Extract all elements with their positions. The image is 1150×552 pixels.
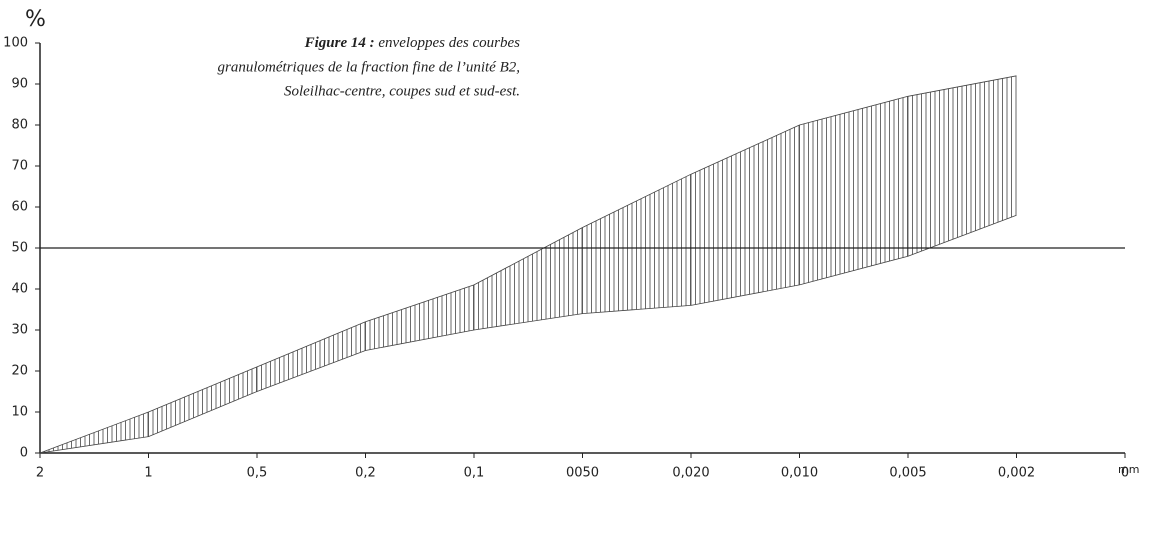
title-line: Soleilhac-centre, coupes sud et sud-est.: [284, 83, 520, 99]
y-tick-label: 100: [3, 36, 28, 51]
x-tick-label: 0,5: [247, 466, 268, 481]
x-tick-label: 2: [36, 466, 44, 481]
title-label: Figure 14 :: [304, 35, 375, 51]
y-tick-label: 90: [11, 77, 28, 92]
x-tick-label: 0,002: [998, 466, 1035, 481]
x-tick-label: 0,1: [464, 466, 485, 481]
y-tick-label: 60: [11, 200, 28, 215]
y-tick-label: 0: [20, 446, 28, 461]
y-tick-label: 40: [11, 282, 28, 297]
x-tick-label: 0,010: [781, 466, 818, 481]
x-axis-label: mm: [1118, 463, 1139, 476]
x-tick-label: 0050: [566, 466, 599, 481]
y-tick-label: 30: [11, 323, 28, 338]
x-tick-label: 0,2: [355, 466, 376, 481]
lower-envelope: [39, 214, 1017, 454]
x-tick-label: 0: [1121, 466, 1129, 481]
y-tick-label: 20: [11, 364, 28, 379]
upper-envelope: [39, 75, 1017, 454]
y-tick-label: 70: [11, 159, 28, 174]
y-tick-label: 10: [11, 405, 28, 420]
y-tick-label: 80: [11, 118, 28, 133]
chart-title: Figure 14 : enveloppes des courbes: [304, 35, 521, 51]
title-line: enveloppes des courbes: [378, 35, 520, 51]
y-tick-label: 50: [11, 241, 28, 256]
x-tick-label: 0,005: [889, 466, 926, 481]
y-axis-label: %: [25, 7, 46, 32]
title-line: granulométriques de la fraction fine de …: [218, 59, 520, 75]
x-tick-label: 1: [144, 466, 152, 481]
x-tick-label: 0,020: [672, 466, 709, 481]
